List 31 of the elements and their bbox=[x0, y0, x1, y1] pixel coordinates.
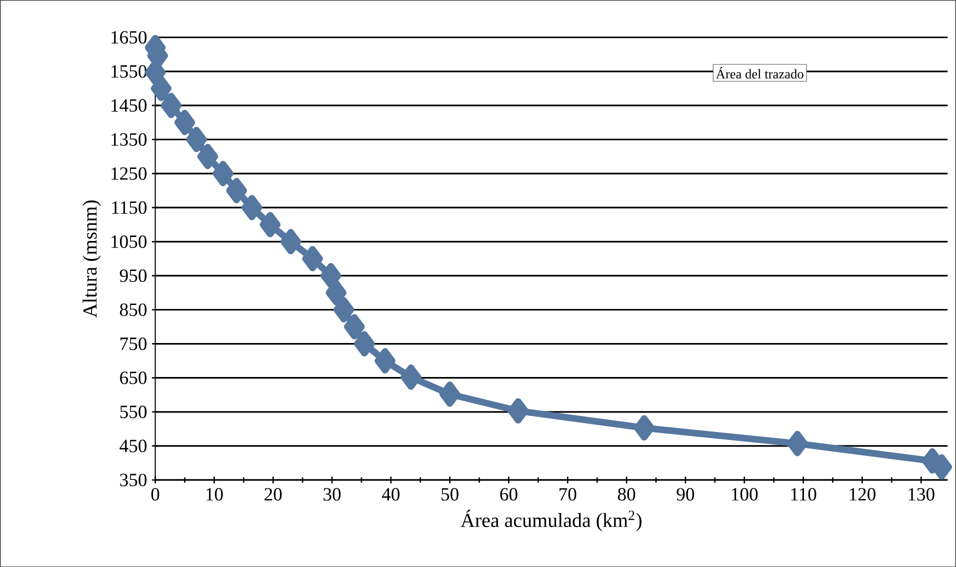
y-tick-label: 550 bbox=[120, 405, 147, 418]
x-tick-label: 60 bbox=[500, 488, 518, 500]
y-tick-label: 1650 bbox=[112, 30, 147, 44]
x-tick-label: 0 bbox=[151, 488, 160, 500]
x-tick-label: 120 bbox=[850, 488, 876, 500]
x-axis-title: Área acumulada (km$^{2}$) bbox=[460, 510, 642, 532]
x-tick-label: 30 bbox=[324, 488, 341, 500]
y-tick-label: 750 bbox=[120, 337, 147, 350]
y-tick-label: 350 bbox=[120, 474, 147, 486]
y-tick-label: 1350 bbox=[112, 133, 147, 146]
x-tick-label: 50 bbox=[442, 488, 458, 500]
x-tick-label: 70 bbox=[560, 488, 576, 500]
x-tick-label: 20 bbox=[264, 488, 282, 500]
y-tick-label: 1250 bbox=[112, 167, 147, 180]
y-tick-label: 450 bbox=[120, 439, 147, 452]
y-tick-label: 1050 bbox=[112, 235, 147, 248]
y-tick-label: 650 bbox=[120, 371, 147, 384]
x-tick-label: 100 bbox=[732, 488, 758, 500]
x-tick-label: 40 bbox=[382, 488, 400, 500]
y-tick-label: 1450 bbox=[112, 99, 147, 112]
y-axis-title: Altura (msnm) bbox=[82, 200, 101, 318]
x-tick-label: 80 bbox=[618, 488, 636, 500]
x-tick-label: 110 bbox=[791, 488, 816, 500]
y-tick-label: 1550 bbox=[112, 64, 147, 78]
annotation: Área del trazado bbox=[716, 66, 804, 78]
y-tick-label: 850 bbox=[120, 303, 147, 316]
y-tick-label: 950 bbox=[120, 269, 147, 282]
x-tick-label: 10 bbox=[206, 488, 223, 500]
y-tick-label: 1150 bbox=[112, 201, 147, 214]
x-tick-label: 130 bbox=[908, 488, 934, 500]
x-tick-label: 90 bbox=[676, 488, 694, 500]
